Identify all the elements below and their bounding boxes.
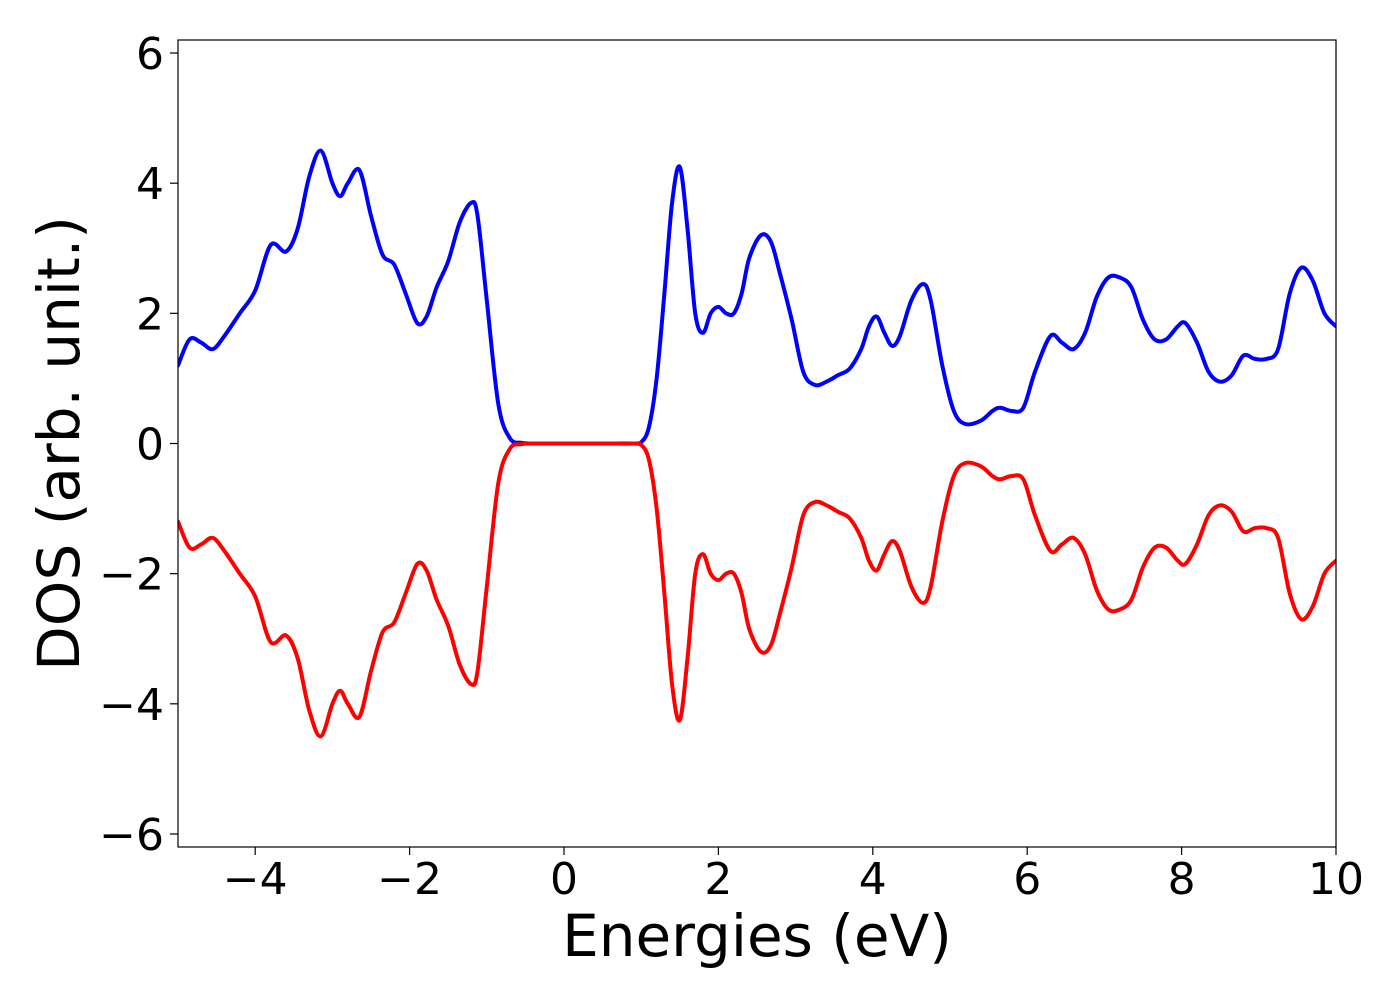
x-tick-label: −4	[223, 854, 288, 905]
x-axis-title: Energies (eV)	[562, 902, 952, 970]
y-tick-label: −2	[99, 550, 164, 601]
y-axis-title: DOS (arb. unit.)	[25, 216, 93, 671]
x-axis-ticks: −4 −2 0 2 4 6 8 10	[223, 847, 1364, 905]
x-tick-label: −2	[377, 854, 442, 905]
series-line-2	[178, 441, 1336, 739]
x-tick-label: 8	[1168, 854, 1196, 905]
y-axis-ticks: −6 −4 −2 0 2 4 6	[99, 29, 178, 861]
x-tick-label: 2	[704, 854, 732, 905]
x-tick-label: 10	[1308, 854, 1364, 905]
x-tick-label: 0	[550, 854, 578, 905]
y-tick-label: 4	[136, 159, 164, 210]
y-tick-label: 0	[136, 420, 164, 471]
series-layer	[178, 148, 1336, 739]
x-tick-label: 6	[1013, 854, 1041, 905]
y-tick-label: −4	[99, 680, 164, 731]
y-tick-label: 6	[136, 29, 164, 80]
x-tick-label: 4	[859, 854, 887, 905]
y-tick-label: 2	[136, 289, 164, 340]
series-line-1	[178, 148, 1336, 446]
plot-background	[178, 40, 1336, 847]
y-tick-label: −6	[99, 810, 164, 861]
